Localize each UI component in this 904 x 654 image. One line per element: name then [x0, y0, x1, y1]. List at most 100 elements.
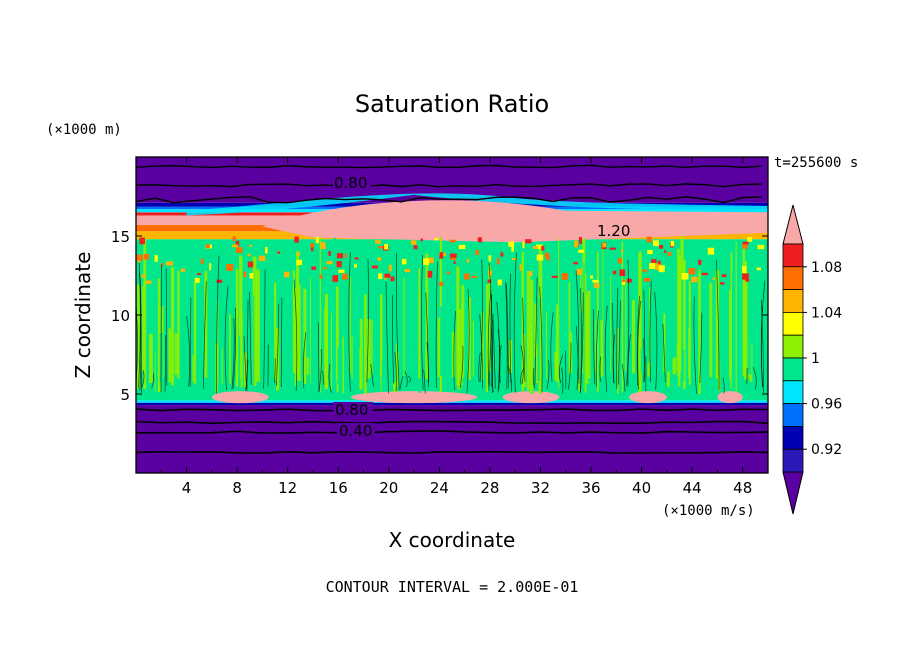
contour-line — [136, 450, 768, 454]
contour-line — [302, 332, 307, 389]
plume-streak — [638, 257, 641, 393]
moist-speck — [434, 238, 439, 241]
contour-line — [662, 324, 666, 383]
moist-speck — [617, 258, 622, 264]
plume-streak — [730, 354, 732, 389]
plume-streak — [168, 328, 172, 383]
contour-line — [400, 376, 404, 390]
plume-streak — [346, 295, 348, 380]
moist-speck — [496, 257, 500, 265]
contour-line — [491, 327, 494, 394]
plume-streak — [192, 355, 194, 382]
moist-speck — [609, 247, 616, 250]
x-tick-label: 16 — [329, 479, 348, 497]
moist-speck — [449, 239, 456, 243]
moist-speck — [643, 278, 651, 282]
moist-speck — [642, 269, 648, 272]
y-tick-label: 15 — [111, 228, 130, 246]
contour-line — [611, 303, 614, 383]
moist-speck — [249, 273, 254, 279]
moist-speck — [592, 279, 599, 283]
plume-streak — [349, 276, 351, 374]
contour-line — [280, 297, 283, 387]
plume-streak — [485, 284, 488, 393]
contour-line — [243, 336, 247, 389]
moist-speck — [294, 236, 299, 243]
plume-streak — [171, 267, 175, 386]
moist-speck — [143, 253, 150, 260]
plume-streak — [656, 246, 660, 373]
plume-streak — [526, 271, 531, 391]
plume-streak — [333, 237, 336, 371]
contour-line — [478, 352, 481, 382]
colorbar-swatch — [782, 243, 804, 268]
plume-streak — [474, 275, 477, 375]
moist-speck — [375, 240, 381, 244]
moist-speck — [602, 243, 607, 248]
contour-line — [636, 295, 640, 386]
moist-speck — [311, 266, 316, 270]
moist-speck — [721, 274, 727, 278]
colorbar-swatch — [782, 380, 804, 404]
contour-line — [654, 291, 658, 390]
chart-title: Saturation Ratio — [355, 90, 549, 118]
moist-speck — [663, 250, 667, 253]
moist-speck — [145, 280, 152, 284]
contour-line — [505, 281, 508, 390]
contour-line — [141, 370, 145, 388]
lower-lens — [350, 391, 478, 404]
moist-speck — [449, 253, 457, 258]
contour-label: 0.80 — [334, 174, 367, 192]
y-axis: 5 10 15 — [111, 228, 768, 404]
plume-streak — [535, 344, 539, 384]
moist-speck — [296, 259, 303, 266]
y-axis-label: Z coordinate — [71, 252, 95, 379]
moist-speck — [197, 273, 201, 276]
plume-streak — [294, 288, 297, 386]
moist-speck — [756, 267, 761, 271]
contour-line — [246, 299, 249, 392]
x-tick-label: 24 — [430, 479, 449, 497]
contour-line — [385, 281, 389, 394]
plume-streak — [403, 277, 406, 376]
contour-line — [366, 259, 369, 383]
moist-speck — [573, 261, 578, 265]
moist-speck — [757, 244, 765, 250]
moist-speck — [310, 243, 315, 248]
contour-line — [136, 408, 768, 412]
colorbar-swatch — [782, 334, 804, 359]
contour-line — [136, 300, 138, 384]
moist-speck — [249, 244, 253, 247]
plume-streak — [653, 307, 655, 389]
moist-speck — [466, 258, 470, 263]
colorbar-label: 0.92 — [811, 442, 842, 458]
y-tick-label: 5 — [120, 386, 130, 404]
moist-speck — [139, 237, 146, 245]
moist-speck — [653, 240, 659, 247]
contour-line — [550, 312, 554, 383]
plume-streak — [359, 318, 363, 390]
contour-line — [575, 325, 580, 384]
plume-streak — [309, 276, 311, 383]
plume-streak — [640, 349, 645, 373]
contour-line — [348, 252, 351, 392]
plume-streak — [229, 313, 231, 384]
moist-speck — [226, 263, 234, 271]
contour-line — [622, 364, 626, 392]
plume-streak — [150, 289, 154, 375]
plume-streak — [558, 238, 560, 390]
x-unit-label: (×1000 m/s) — [662, 503, 755, 519]
plume-streak — [204, 270, 208, 378]
moist-speck — [216, 279, 223, 283]
x-tick-label: 48 — [733, 479, 752, 497]
moist-speck — [646, 236, 652, 243]
colorbar-swatch — [782, 357, 804, 382]
plume-streak — [682, 349, 685, 382]
plume-streak — [720, 264, 723, 376]
moist-speck — [323, 267, 327, 270]
contour-line — [466, 288, 470, 394]
contour-line — [328, 363, 332, 393]
plume-streak — [557, 293, 562, 374]
moist-speck — [342, 273, 348, 280]
moist-speck — [332, 275, 339, 282]
